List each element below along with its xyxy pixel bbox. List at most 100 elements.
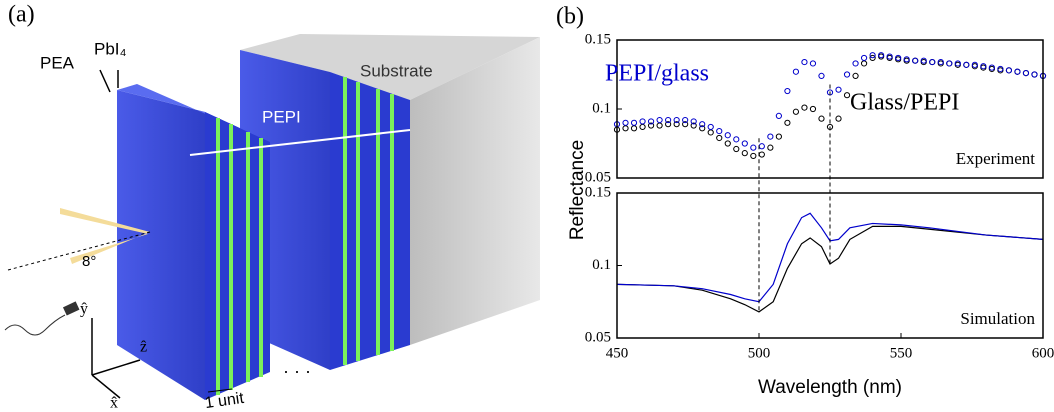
marker [630,125,638,132]
angle-label: 8° [82,253,96,270]
marker [741,140,748,147]
marker [971,61,978,68]
marker [758,143,765,150]
dots: · · · [283,361,311,381]
y-tick-label: 0.05 [585,329,611,345]
axes-icon [91,318,141,399]
marker [775,133,782,140]
marker [1014,68,1021,75]
x-tick-label: 500 [748,345,771,361]
marker [1005,67,1013,74]
marker [656,116,663,124]
front-slab [117,90,205,400]
legend-label: Glass/PEPI [850,90,959,116]
panel-label: (a) [8,2,35,28]
marker [886,53,893,60]
marker [673,121,680,128]
marker [673,116,680,124]
marker [920,57,927,64]
marker [843,71,851,78]
marker [699,121,706,128]
marker [665,116,672,124]
front-slab-side [205,112,270,400]
marker [980,63,987,70]
marker [1031,71,1038,78]
marker [750,152,757,160]
marker [639,118,646,125]
marker [733,136,740,143]
marker [716,127,723,135]
marker [622,125,629,132]
marker [929,58,936,66]
light-beams [60,208,150,264]
marker [707,123,714,131]
series-line [616,225,1044,313]
marker [1022,70,1030,77]
marker [852,72,859,79]
pea-label: PEA [40,53,75,72]
marker [767,144,774,151]
marker [758,151,765,158]
marker [997,65,1004,73]
marker [741,150,748,157]
marker [835,115,842,122]
diagram: (a) PEPI Substrate PEA PbI₄ 8° ŷ ẑ x̂ · … [4,2,540,412]
y-axis-label: ŷ [80,301,88,318]
z-axis-label: ẑ [140,339,147,356]
x-tick-label: 450 [606,345,629,361]
cube-top [240,34,540,100]
y-tick-label: 0.1 [592,100,611,116]
marker [852,60,859,67]
y-axis-label: Reflectance [567,140,588,240]
marker [665,121,672,128]
marker [912,57,919,64]
substrate-face [410,37,540,345]
x-tick-label: 550 [890,345,913,361]
marker [647,122,655,129]
marker [699,125,706,132]
marker [639,123,646,131]
y-tick-label: 0.15 [585,31,611,47]
marker [869,54,876,62]
marker [716,134,723,142]
marker [869,52,876,59]
front-stripes [216,118,263,395]
marker [690,118,697,125]
marker [724,140,731,147]
marker [895,54,902,62]
marker [682,121,689,128]
marker [878,52,885,59]
unit-label: 1 unit [204,390,246,412]
annotation: Experiment [956,149,1036,168]
marker [792,108,800,115]
marker [843,92,851,99]
marker [733,145,740,153]
marker [946,60,953,67]
marker [775,112,782,120]
unit-arrow [207,388,233,393]
marker [724,132,731,139]
front-slab-top [117,84,270,142]
marker [903,56,910,63]
panel-label: (b) [556,4,584,30]
y-tick-label: 0.15 [585,184,611,200]
marker [818,72,825,79]
marker [784,119,791,126]
marker [809,105,817,113]
marker [988,64,995,71]
marker [818,115,825,122]
marker [937,58,944,66]
marker [792,68,800,75]
marker [801,58,808,66]
marker [801,104,808,111]
fiber [4,314,66,336]
series-line [616,212,1044,303]
marker [682,116,689,124]
x-axis-label: x̂ [110,395,118,412]
pepi-label: PEPI [262,107,301,126]
substrate-label: Substrate [360,61,433,80]
marker [647,118,655,125]
marker [690,122,697,129]
marker [860,60,868,67]
